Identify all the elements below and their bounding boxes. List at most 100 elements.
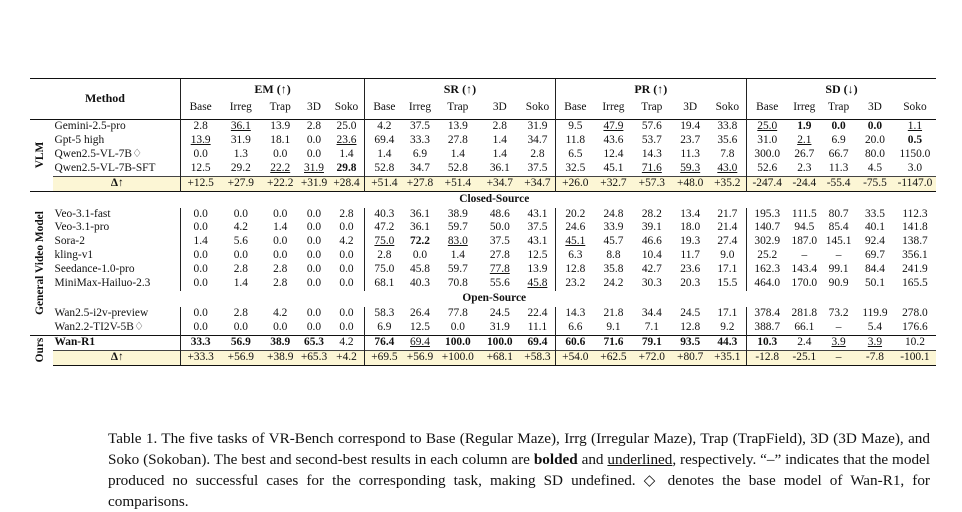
value-text: 75.0 [374,235,395,248]
value-cell: 0.0 [179,320,221,336]
header-task: Irreg [793,101,816,114]
value-text: 44.3 [717,335,738,348]
value-text: 2.8 [492,120,507,132]
value-text: 0.0 [339,249,354,262]
value-text: 165.5 [902,277,928,290]
value-cell: 0.0 [261,208,299,222]
value-text: 0.0 [193,320,208,333]
value-text: 10.3 [757,335,778,348]
value-cell: 1.4 [364,147,404,162]
value-cell: 11.3 [672,148,709,162]
value-text: 73.2 [828,306,849,319]
method-name: Wan-R1 [52,334,181,351]
value-cell: 11.3 [821,162,856,176]
method-name: Veo-3.1-fast [54,207,111,220]
value-cell: 6.9 [821,134,856,148]
value-text: 0.0 [193,277,208,290]
value-text: 21.4 [717,221,738,234]
value-text: 0.0 [450,320,465,333]
value-cell: 1.4 [179,235,221,250]
value-text: +27.9 [227,176,254,189]
value-text: 170.0 [791,277,818,290]
value-cell: 45.1 [554,235,596,250]
value-cell: +27.9 [220,175,262,192]
value-cell: 0.0 [220,321,261,335]
value-cell: 33.3 [179,334,221,351]
value-text: 22.2 [270,161,291,174]
value-text: 388.7 [754,320,781,333]
table-row: MiniMax-Hailuo-2.3 0.0 1.4 2.8 0.0 0.0 68.1 40.… [30,277,936,291]
value-text: 31.9 [489,320,510,333]
value-cell: 69.4 [364,133,404,148]
value-cell: +58.3 [520,349,556,366]
value-text: 2.8 [377,249,392,262]
value-cell: 2.8 [220,263,261,277]
value-text: +22.2 [267,176,294,189]
value-cell: 1150.0 [894,148,936,162]
value-cell: 0.0 [299,208,329,222]
value-text: 38.9 [270,335,291,348]
value-text: 3.9 [867,335,883,348]
value-cell: 11.8 [554,133,596,148]
value-cell: 10.3 [746,334,788,351]
value-text: 52.8 [374,161,395,174]
header-task: Soko [903,101,927,114]
value-text: 11.8 [565,133,586,146]
value-text: 11.3 [828,161,849,174]
method-name: Sora-2 [54,235,85,248]
value-cell: 69.7 [856,249,894,263]
section-label-video: General Video Model [30,190,53,336]
value-cell: 3.9 [821,334,856,351]
value-text: – [835,249,842,262]
value-cell: 12.5 [520,249,555,263]
value-cell: 79.1 [631,334,672,351]
table-row: Qwen2.5-VL-7B-SFT 12.5 29.2 22.2 31.9 29.8 52.… [30,161,936,177]
value-text: 145.1 [825,235,852,248]
value-text: 31.9 [304,161,324,174]
value-cell: 11.7 [672,249,709,263]
value-cell: +65.3 [299,349,329,366]
value-cell: 32.5 [554,161,596,177]
value-text: 2.8 [273,277,288,290]
value-cell: 13.9 [520,263,555,277]
value-cell: 80.7 [821,208,856,222]
delta-label: Δ↑ [52,349,181,366]
value-text: 13.9 [270,120,291,132]
value-cell: 278.0 [894,307,936,321]
value-cell: 6.5 [554,147,596,162]
table-row: kling-v1 0.0 0.0 0.0 0.0 0.0 2.8 0.0 1.4 27.8 12.5… [30,249,936,264]
value-cell: 52.6 [746,161,788,177]
value-cell: 143.4 [787,263,821,277]
value-cell: -100.1 [893,349,936,366]
value-text: 0.0 [273,249,288,262]
value-text: 4.2 [377,120,392,132]
value-text: 35.8 [603,263,624,276]
value-cell: -12.8 [746,349,788,366]
value-text: -25.1 [792,350,817,363]
table-row: Qwen2.5-VL-7B♢ 0.0 1.3 0.0 0.0 1.4 1.4 6.9 1.4 1.… [30,147,936,162]
value-cell: 4.5 [856,162,894,176]
value-cell: 18.1 [261,134,299,148]
value-text: 13.9 [190,133,211,146]
value-cell: 25.2 [746,249,788,264]
header-task: Irreg [229,101,252,114]
value-cell: 59.7 [436,263,479,277]
value-cell: 37.5 [403,118,437,134]
value-cell: 76.4 [364,334,404,351]
value-text: 22.4 [527,306,548,319]
value-cell: 1.4 [261,221,299,235]
value-cell: 20.3 [672,277,709,291]
value-cell: 0.0 [179,263,221,278]
caption-bolded: bolded [533,451,578,468]
value-cell: 38.9 [436,208,479,222]
value-cell: 100.0 [436,334,480,351]
value-cell: 93.5 [671,334,709,351]
value-cell: 2.8 [329,208,365,222]
value-text: 0.0 [412,249,428,262]
value-text: 6.6 [568,320,583,333]
value-text: 24.2 [603,277,624,290]
value-text: 37.5 [527,161,548,174]
value-text: 59.3 [680,161,701,174]
value-cell: 2.8 [479,118,521,134]
table-row: VLM Gemini-2.5-pro 2.8 36.1 13.9 2.8 25.0 4.2 37… [30,118,936,192]
